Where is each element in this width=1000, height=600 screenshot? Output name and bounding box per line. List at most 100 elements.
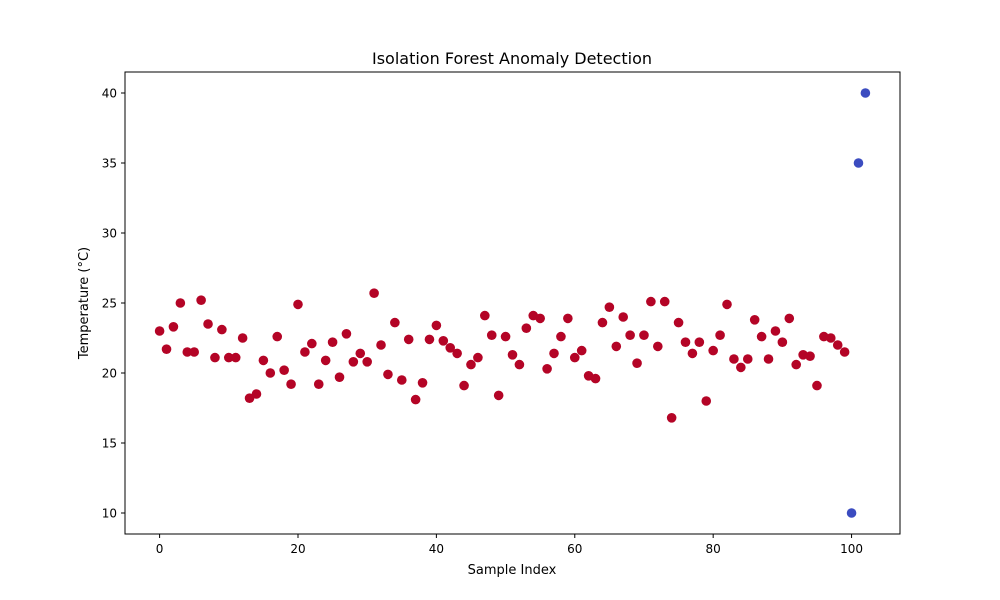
x-axis-label: Sample Index xyxy=(468,563,557,578)
data-point xyxy=(486,330,497,341)
data-point xyxy=(300,347,310,357)
x-tick-label: 20 xyxy=(290,542,305,556)
data-point xyxy=(196,295,206,306)
data-point xyxy=(507,350,518,360)
data-point xyxy=(396,375,407,385)
x-tick-label: 60 xyxy=(567,542,582,556)
data-point xyxy=(611,341,622,352)
data-point xyxy=(590,373,601,384)
data-point xyxy=(784,313,795,324)
y-tick-label: 35 xyxy=(102,157,117,171)
data-point xyxy=(410,394,421,405)
data-point xyxy=(673,317,684,328)
data-point xyxy=(175,298,186,308)
data-point xyxy=(293,299,303,310)
data-point xyxy=(320,355,331,366)
data-point xyxy=(251,389,262,399)
data-point xyxy=(417,378,428,388)
data-point xyxy=(569,352,580,363)
data-point xyxy=(687,348,698,359)
data-point xyxy=(230,352,241,363)
data-point xyxy=(341,329,352,339)
data-point xyxy=(839,347,850,357)
data-point xyxy=(369,288,379,299)
data-point xyxy=(258,355,269,366)
data-point xyxy=(521,323,532,334)
data-point xyxy=(168,322,179,332)
data-point xyxy=(736,362,746,373)
data-point xyxy=(846,508,857,518)
y-tick-label: 10 xyxy=(102,507,117,521)
data-point xyxy=(334,372,345,383)
data-point xyxy=(791,359,802,370)
data-point xyxy=(348,357,359,367)
data-point xyxy=(265,368,276,378)
data-point xyxy=(756,331,767,342)
data-point xyxy=(500,331,511,342)
data-point xyxy=(749,315,760,325)
data-point xyxy=(182,347,193,357)
data-point xyxy=(237,333,248,343)
data-point xyxy=(604,302,615,313)
data-point xyxy=(770,326,781,336)
data-point xyxy=(763,354,774,364)
data-point xyxy=(376,340,386,350)
data-point xyxy=(722,299,732,310)
data-point xyxy=(189,347,199,357)
x-tick-label: 0 xyxy=(156,542,164,556)
data-point xyxy=(832,340,843,350)
data-point xyxy=(452,348,462,359)
data-point xyxy=(438,336,449,346)
data-point xyxy=(742,354,753,364)
x-tick-label: 100 xyxy=(840,542,863,556)
data-point xyxy=(383,369,393,380)
data-point xyxy=(826,333,836,343)
data-point xyxy=(576,345,587,356)
data-point xyxy=(715,330,725,341)
data-point xyxy=(445,343,456,353)
data-point xyxy=(514,359,525,370)
chart-title: Isolation Forest Anomaly Detection xyxy=(372,49,652,68)
y-tick-label: 30 xyxy=(102,227,117,241)
data-points xyxy=(154,88,871,518)
data-point xyxy=(625,330,635,341)
data-point xyxy=(431,320,442,331)
data-point xyxy=(860,88,871,98)
data-point xyxy=(777,337,788,348)
data-point xyxy=(362,357,372,367)
data-point xyxy=(424,334,435,345)
x-tick-label: 40 xyxy=(429,542,444,556)
x-tick-label: 80 xyxy=(706,542,721,556)
data-point xyxy=(542,364,552,374)
data-point xyxy=(701,396,712,406)
data-point xyxy=(805,351,815,362)
data-point xyxy=(729,354,739,364)
data-point xyxy=(286,379,296,390)
data-point xyxy=(563,313,573,324)
y-tick-label: 25 xyxy=(102,297,117,311)
data-point xyxy=(694,337,705,348)
plot-frame xyxy=(124,71,901,535)
x-axis: 0 20 40 60 80 100 xyxy=(156,534,863,556)
data-point xyxy=(154,326,165,336)
data-point xyxy=(666,413,677,423)
data-point xyxy=(390,317,400,328)
data-point xyxy=(210,352,220,363)
data-point xyxy=(708,345,718,356)
data-point xyxy=(493,390,504,401)
y-tick-label: 20 xyxy=(102,367,117,381)
data-point xyxy=(459,380,469,391)
data-point xyxy=(549,348,559,359)
data-point xyxy=(223,352,234,363)
data-point xyxy=(853,158,864,168)
data-point xyxy=(597,317,608,328)
data-point xyxy=(403,334,414,345)
data-point xyxy=(680,337,691,348)
y-tick-label: 40 xyxy=(102,87,117,101)
data-point xyxy=(646,296,656,307)
y-axis: 10 15 20 25 30 35 40 xyxy=(102,87,125,521)
data-point xyxy=(203,319,213,329)
data-point xyxy=(466,359,476,370)
y-tick-label: 15 xyxy=(102,437,117,451)
